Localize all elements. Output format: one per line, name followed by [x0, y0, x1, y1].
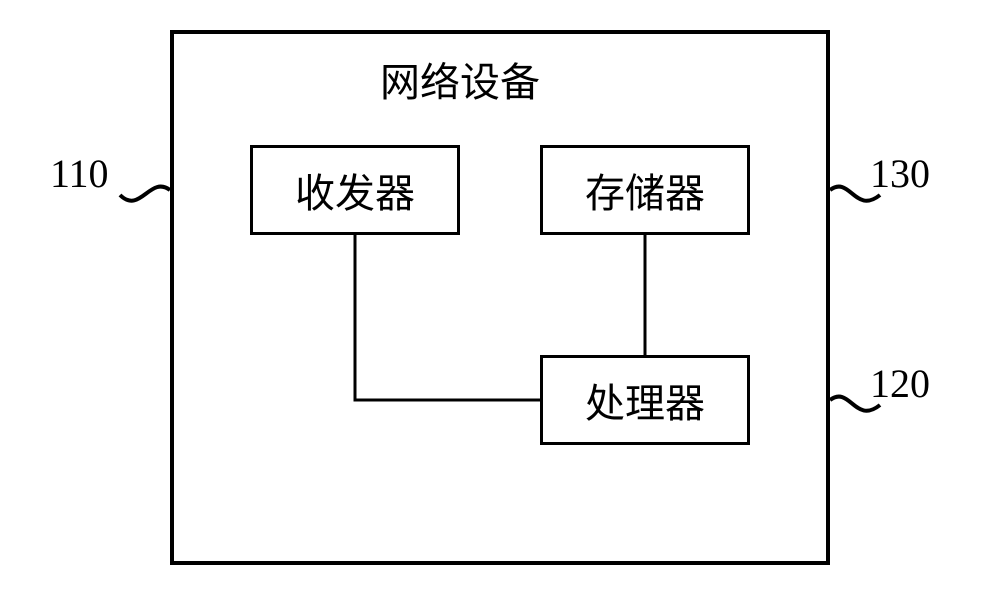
memory-label: 存储器	[585, 161, 705, 219]
lead-line-110	[120, 187, 170, 201]
memory-block: 存储器	[540, 145, 750, 235]
ref-label-110: 110	[50, 150, 109, 197]
container-title: 网络设备	[380, 50, 540, 108]
ref-label-120: 120	[870, 360, 930, 407]
processor-block: 处理器	[540, 355, 750, 445]
network-device-container	[170, 30, 830, 565]
transceiver-label: 收发器	[295, 161, 415, 219]
transceiver-block: 收发器	[250, 145, 460, 235]
processor-label: 处理器	[585, 371, 705, 429]
ref-label-130: 130	[870, 150, 930, 197]
